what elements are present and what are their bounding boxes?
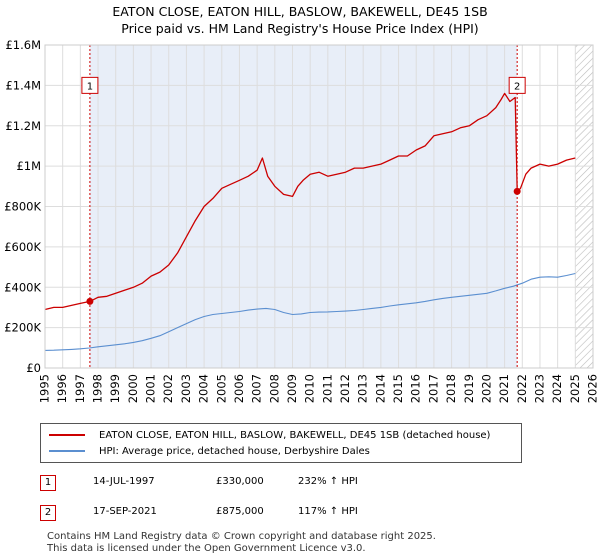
y-tick-label: £600K <box>4 240 41 254</box>
x-tick-label: 2022 <box>515 374 529 403</box>
sale-price: £875,000 <box>216 506 264 517</box>
x-tick-label: 2016 <box>409 374 423 403</box>
y-tick-label: £1.4M <box>5 78 41 92</box>
x-tick-label: 2019 <box>462 374 476 403</box>
sale-hpi-change: 232% ↑ HPI <box>298 476 358 487</box>
x-tick-label: 2008 <box>267 374 281 403</box>
y-tick-label: £0 <box>26 361 41 375</box>
y-tick-label: £800K <box>4 200 41 214</box>
sale-date: 17-SEP-2021 <box>93 506 157 517</box>
legend-label-property: EATON CLOSE, EATON HILL, BASLOW, BAKEWEL… <box>99 429 491 441</box>
x-tick-label: 2011 <box>320 374 334 403</box>
x-tick-label: 2012 <box>338 374 352 403</box>
legend-label-hpi: HPI: Average price, detached house, Derb… <box>99 445 370 457</box>
legend-swatch-red <box>49 434 85 436</box>
x-tick-label: 2005 <box>214 374 228 403</box>
sale-price: £330,000 <box>216 476 264 487</box>
x-tick-label: 1999 <box>108 374 122 403</box>
legend: EATON CLOSE, EATON HILL, BASLOW, BAKEWEL… <box>40 423 522 463</box>
series-line-hpi <box>44 272 576 351</box>
x-tick-label: 2000 <box>126 374 140 403</box>
sale-hpi-change: 117% ↑ HPI <box>298 506 358 517</box>
series-line-property <box>44 92 576 311</box>
x-tick-label: 2018 <box>444 374 458 403</box>
chart-subtitle: Price paid vs. HM Land Registry's House … <box>121 21 479 36</box>
sale-number-badge: 1 <box>40 475 56 491</box>
price-chart: 1 2 1995 1996 1997 1998 1999 2000 2001 2002 2003 2… <box>4 38 600 403</box>
sale-marker-label: 1 <box>87 81 93 92</box>
y-tick-label: £200K <box>4 321 41 335</box>
x-tick-label: 2004 <box>197 374 211 403</box>
sale-date: 14-JUL-1997 <box>93 476 155 487</box>
legend-item-hpi: HPI: Average price, detached house, Derb… <box>49 444 370 458</box>
x-tick-label: 2003 <box>179 374 193 403</box>
legend-swatch-blue <box>49 450 85 452</box>
sale-row: 2 17-SEP-2021 £875,000 117% ↑ HPI <box>40 505 560 525</box>
x-tick-label: 2007 <box>250 374 264 403</box>
y-tick-label: £1M <box>16 159 41 173</box>
x-tick-label: 2001 <box>144 374 158 403</box>
x-tick-label: 1996 <box>55 374 69 403</box>
sale-number-badge: 2 <box>40 505 56 521</box>
sale-point <box>513 187 521 195</box>
x-tick-label: 2026 <box>586 374 600 403</box>
x-tick-label: 2015 <box>391 374 405 403</box>
x-tick-label: 2024 <box>550 374 564 403</box>
x-tick-label: 2013 <box>356 374 370 403</box>
footer-copyright: Contains HM Land Registry data © Crown c… <box>47 531 436 542</box>
sale-marker-box <box>81 76 99 94</box>
sale-point <box>86 297 94 305</box>
x-tick-label: 2014 <box>373 374 387 403</box>
x-tick-label: 2023 <box>532 374 546 403</box>
x-tick-label: 2002 <box>161 374 175 403</box>
x-tick-label: 2020 <box>479 374 493 403</box>
chart-title: EATON CLOSE, EATON HILL, BASLOW, BAKEWEL… <box>112 4 488 19</box>
x-tick-label: 2025 <box>568 374 582 403</box>
y-tick-label: £1.2M <box>5 119 41 133</box>
sale-row: 1 14-JUL-1997 £330,000 232% ↑ HPI <box>40 475 560 495</box>
x-tick-label: 2017 <box>426 374 440 403</box>
x-tick-label: 2010 <box>303 374 317 403</box>
plot-frame <box>44 44 594 369</box>
legend-item-property: EATON CLOSE, EATON HILL, BASLOW, BAKEWEL… <box>49 428 490 442</box>
footer-licence: This data is licensed under the Open Gov… <box>47 543 366 554</box>
x-tick-label: 1998 <box>91 374 105 403</box>
x-tick-label: 2006 <box>232 374 246 403</box>
y-tick-label: £1.6M <box>5 38 41 52</box>
x-tick-label: 1997 <box>73 374 87 403</box>
x-tick-label: 2009 <box>285 374 299 403</box>
x-tick-label: 1995 <box>38 374 52 403</box>
sale-marker-box <box>508 76 526 94</box>
sale-marker-label: 2 <box>514 81 520 92</box>
x-tick-label: 2021 <box>497 374 511 403</box>
y-tick-label: £400K <box>4 280 41 294</box>
